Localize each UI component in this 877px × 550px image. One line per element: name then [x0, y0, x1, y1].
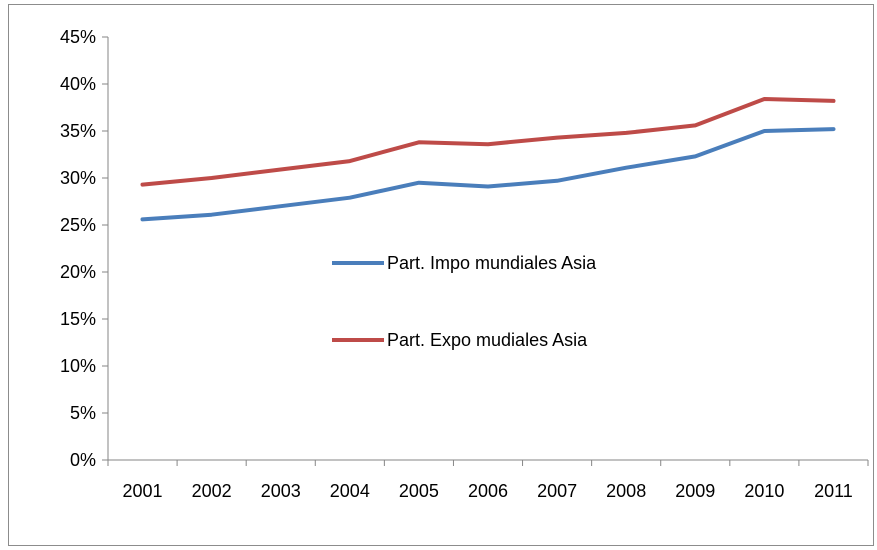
y-tick-label: 40% — [60, 74, 96, 94]
y-tick-label: 15% — [60, 309, 96, 329]
legend-label-1: Part. Impo mundiales Asia — [387, 253, 597, 273]
x-tick-label: 2006 — [468, 481, 508, 501]
y-tick-label: 10% — [60, 356, 96, 376]
legend: Part. Impo mundiales Asia Part. Expo mudi… — [332, 253, 597, 350]
y-tick-label: 35% — [60, 121, 96, 141]
y-tick-label: 20% — [60, 262, 96, 282]
y-tick-label: 45% — [60, 27, 96, 47]
y-tick-label: 30% — [60, 168, 96, 188]
y-tick-label: 0% — [70, 450, 96, 470]
x-tick-label: 2007 — [537, 481, 577, 501]
x-tick-label: 2004 — [330, 481, 370, 501]
axes: 0% 5% 10% 15% 20% 25% 30% 35% 40% 45% 2001 2002 2003… — [60, 27, 869, 501]
y-tick-label: 5% — [70, 403, 96, 423]
x-tick-label: 2009 — [675, 481, 715, 501]
x-tick-label: 2008 — [606, 481, 646, 501]
legend-label-2: Part. Expo mudiales Asia — [387, 330, 588, 350]
x-tick-label: 2003 — [261, 481, 301, 501]
x-tick-label: 2005 — [399, 481, 439, 501]
x-tick-label: 2002 — [192, 481, 232, 501]
x-tick-label: 2010 — [744, 481, 784, 501]
series-lines — [140, 97, 836, 222]
chart-area — [8, 4, 874, 546]
series-line-1 — [140, 127, 836, 222]
series-line-2 — [140, 97, 836, 187]
x-tick-label: 2001 — [123, 481, 163, 501]
x-tick-label: 2011 — [814, 481, 853, 501]
y-tick-label: 25% — [60, 215, 96, 235]
